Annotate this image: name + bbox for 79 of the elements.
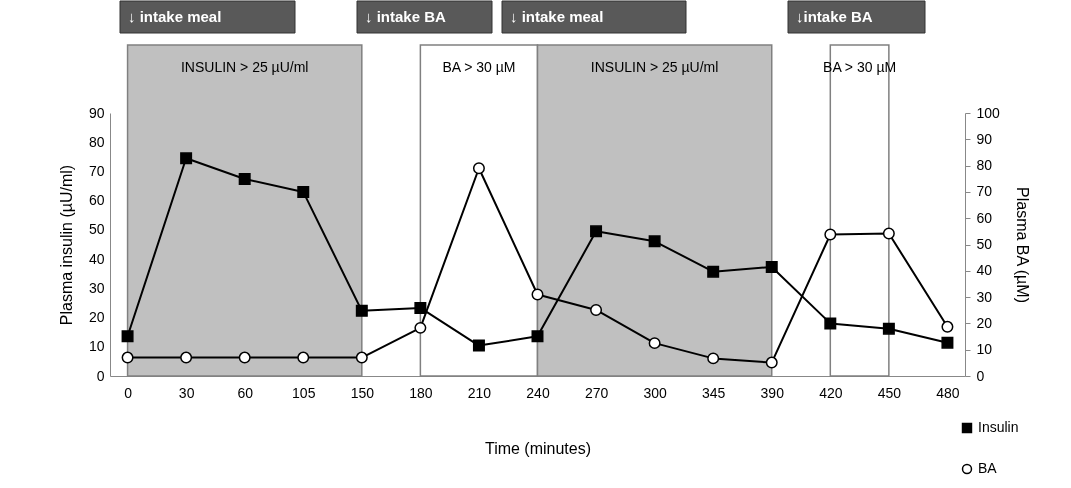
x-tick-label: 210 <box>467 384 492 401</box>
text: ↓ intake meal <box>510 8 604 25</box>
y2-tick-label: 100 <box>976 104 1001 121</box>
x-axis-title: Time (minutes) <box>484 439 592 457</box>
x-tick-label: 390 <box>760 384 785 401</box>
point <box>882 227 895 240</box>
point <box>531 330 544 343</box>
band-label: BA > 30 µM <box>823 59 897 75</box>
y-tick-label: 10 <box>88 338 105 355</box>
y2-tick-label: 0 <box>976 367 985 384</box>
text: ↓ intake meal <box>128 8 222 25</box>
point <box>414 301 427 314</box>
x-tick-label: 30 <box>178 384 195 401</box>
point <box>355 304 368 317</box>
y2-tick-label: 20 <box>976 314 993 331</box>
text: ↓ intake BA <box>365 8 447 25</box>
y2-tick-label: 10 <box>976 341 993 358</box>
point <box>765 261 778 273</box>
x-tick-label: 420 <box>819 384 843 401</box>
point <box>707 265 720 278</box>
point <box>531 288 544 301</box>
x-tick-label: 270 <box>584 384 609 401</box>
y-tick-label: 60 <box>88 192 105 209</box>
point <box>648 337 661 350</box>
text: ↓intake BA <box>796 8 873 25</box>
x-tick-label: 480 <box>936 384 960 401</box>
point <box>824 228 837 241</box>
band-label: INSULIN > 25 µU/ml <box>180 59 309 75</box>
y2-tick-label: 50 <box>976 236 993 252</box>
point <box>180 351 193 364</box>
y-tick-label: 50 <box>88 221 105 238</box>
y-axis-title: Plasma insulin (µU/ml) <box>57 164 75 326</box>
band-label: INSULIN > 25 µU/ml <box>590 59 719 75</box>
point <box>472 162 485 175</box>
point <box>824 317 837 330</box>
y-tick-label: 30 <box>88 279 105 296</box>
point <box>882 322 895 335</box>
x-tick-label: 180 <box>409 384 433 401</box>
band-label: BA > 30 µM <box>442 59 516 75</box>
y-tick-label: 90 <box>88 104 105 121</box>
point <box>765 356 778 369</box>
point <box>121 330 134 343</box>
point <box>238 173 251 186</box>
point <box>648 235 661 248</box>
y-tick-label: 70 <box>88 162 105 179</box>
x-tick-label: 300 <box>643 384 668 401</box>
point <box>590 304 603 316</box>
y2-tick-label: 70 <box>976 183 993 200</box>
point <box>121 351 134 364</box>
point <box>941 336 954 349</box>
y2-tick-label: 80 <box>976 157 993 174</box>
point <box>297 185 310 198</box>
x-tick-label: 0 <box>124 384 133 401</box>
y-tick-label: 20 <box>88 309 105 326</box>
point <box>590 225 603 238</box>
point <box>707 352 720 365</box>
legend-label: Insulin <box>978 419 1019 435</box>
x-tick-label: 60 <box>237 384 254 401</box>
point <box>297 351 310 364</box>
x-tick-label: 240 <box>526 384 550 401</box>
y2-tick-label: 60 <box>976 209 993 226</box>
y-tick-label: 0 <box>96 367 105 384</box>
x-tick-label: 150 <box>350 384 375 401</box>
y2-tick-label: 90 <box>976 130 993 147</box>
point <box>180 152 193 165</box>
point <box>355 351 368 364</box>
point <box>238 351 251 364</box>
y2-tick-label: 40 <box>976 262 993 279</box>
y-tick-label: 40 <box>88 250 105 267</box>
point <box>941 320 954 333</box>
x-tick-label: 105 <box>292 384 316 401</box>
y-tick-label: 80 <box>88 133 105 150</box>
x-tick-label: 345 <box>702 384 726 401</box>
point <box>414 321 427 334</box>
x-tick-label: 450 <box>877 384 902 401</box>
legend-label: BA <box>978 460 998 476</box>
y2-tick-label: 30 <box>976 288 993 305</box>
point <box>472 339 485 352</box>
y2-axis-title: Plasma BA (µM) <box>1013 187 1031 303</box>
